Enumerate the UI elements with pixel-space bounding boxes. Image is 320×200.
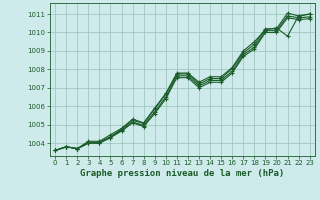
X-axis label: Graphe pression niveau de la mer (hPa): Graphe pression niveau de la mer (hPa) [80, 169, 284, 178]
